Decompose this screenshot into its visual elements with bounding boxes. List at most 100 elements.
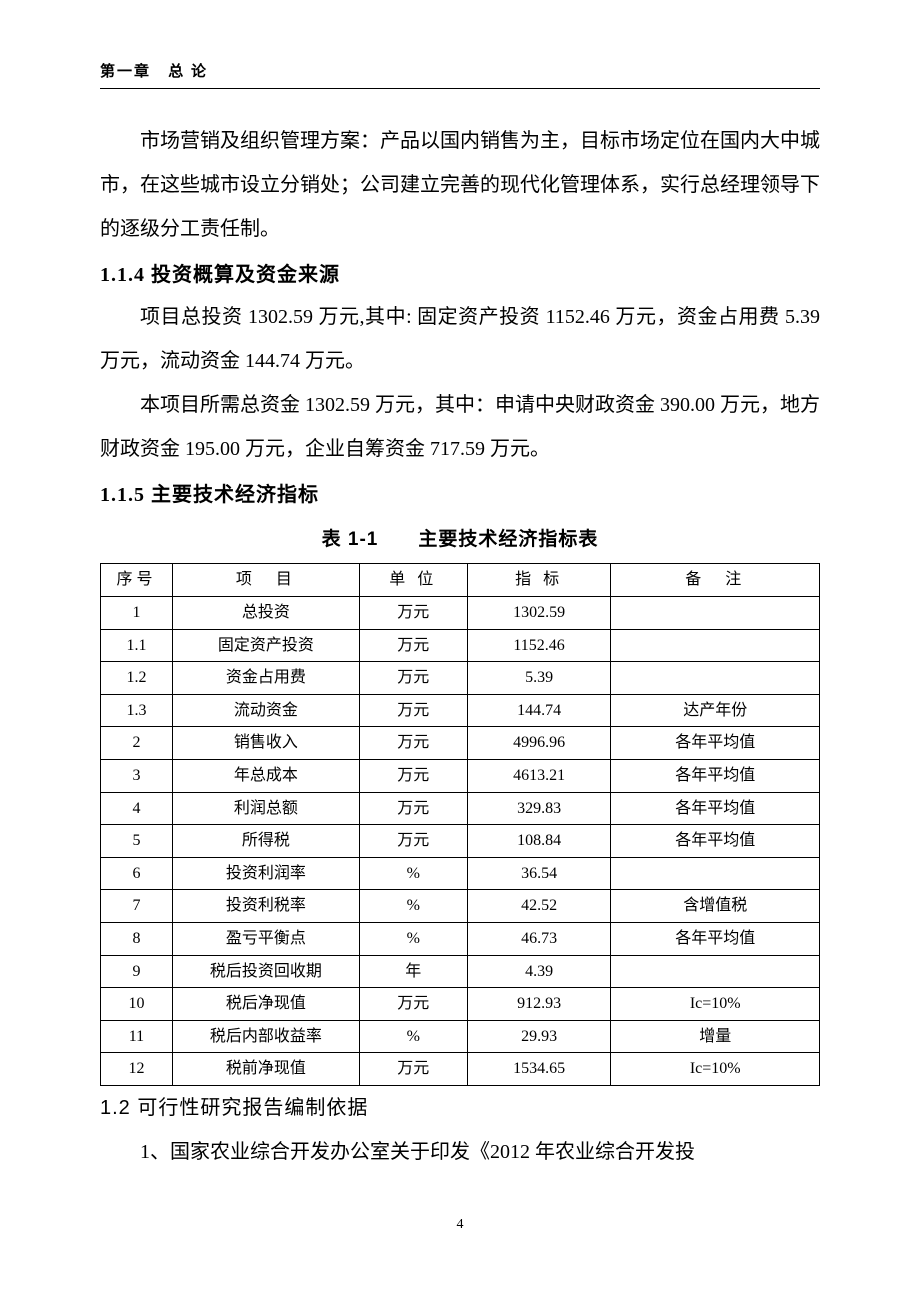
table-row: 6投资利润率%36.54: [101, 857, 820, 890]
table-cell: 1.2: [101, 662, 173, 695]
table-cell: 6: [101, 857, 173, 890]
table-cell: 29.93: [467, 1020, 611, 1053]
table-row: 4利润总额万元329.83各年平均值: [101, 792, 820, 825]
col-note: 备 注: [611, 564, 820, 597]
table-cell: 固定资产投资: [172, 629, 359, 662]
table-cell: 万元: [359, 662, 467, 695]
table-cell: 12: [101, 1053, 173, 1086]
table-cell: 36.54: [467, 857, 611, 890]
page-header: 第一章 总 论: [100, 60, 820, 89]
table-cell: 万元: [359, 988, 467, 1021]
table-cell: 4: [101, 792, 173, 825]
table-cell: 含增值税: [611, 890, 820, 923]
table-cell: 各年平均值: [611, 792, 820, 825]
table-body: 1总投资万元1302.591.1固定资产投资万元1152.461.2资金占用费万…: [101, 596, 820, 1085]
heading-1-2: 1.2 可行性研究报告编制依据: [100, 1092, 820, 1124]
table-cell: 329.83: [467, 792, 611, 825]
chapter-title: 总 论: [168, 64, 208, 80]
table-cell: 利润总额: [172, 792, 359, 825]
table-row: 5所得税万元108.84各年平均值: [101, 825, 820, 858]
table-cell: %: [359, 1020, 467, 1053]
paragraph-marketing: 市场营销及组织管理方案：产品以国内销售为主，目标市场定位在国内大中城市，在这些城…: [100, 119, 820, 251]
chapter-label: 第一章: [100, 64, 151, 80]
table-row: 1.1固定资产投资万元1152.46: [101, 629, 820, 662]
table-cell: 达产年份: [611, 694, 820, 727]
table-cell: [611, 596, 820, 629]
table-cell: 税后净现值: [172, 988, 359, 1021]
table-cell: 4996.96: [467, 727, 611, 760]
table-cell: 流动资金: [172, 694, 359, 727]
page-number: 4: [100, 1214, 820, 1236]
table-cell: 3: [101, 759, 173, 792]
table-cell: 8: [101, 922, 173, 955]
table-cell: 万元: [359, 727, 467, 760]
table-cell: [611, 857, 820, 890]
table-cell: 11: [101, 1020, 173, 1053]
table-cell: 42.52: [467, 890, 611, 923]
table-row: 8盈亏平衡点%46.73各年平均值: [101, 922, 820, 955]
table-cell: 税后内部收益率: [172, 1020, 359, 1053]
table-cell: 1302.59: [467, 596, 611, 629]
table-cell: 1152.46: [467, 629, 611, 662]
table-cell: 各年平均值: [611, 727, 820, 760]
table-cell: 万元: [359, 1053, 467, 1086]
table-cell: 总投资: [172, 596, 359, 629]
table-cell: %: [359, 857, 467, 890]
table-cell: 税前净现值: [172, 1053, 359, 1086]
table-row: 12税前净现值万元1534.65Ic=10%: [101, 1053, 820, 1086]
table-cell: 5: [101, 825, 173, 858]
table-cell: 万元: [359, 792, 467, 825]
col-unit: 单 位: [359, 564, 467, 597]
table-cell: [611, 662, 820, 695]
table-cell: 销售收入: [172, 727, 359, 760]
table-cell: 增量: [611, 1020, 820, 1053]
table-cell: 10: [101, 988, 173, 1021]
table-cell: 144.74: [467, 694, 611, 727]
table-cell: 投资利税率: [172, 890, 359, 923]
table-cell: %: [359, 922, 467, 955]
table-row: 7投资利税率%42.52含增值税: [101, 890, 820, 923]
table-cell: 万元: [359, 596, 467, 629]
table-cell: 年: [359, 955, 467, 988]
table-cell: 4.39: [467, 955, 611, 988]
table-cell: 万元: [359, 629, 467, 662]
table-cell: 1: [101, 596, 173, 629]
table-cell: 所得税: [172, 825, 359, 858]
table-cell: 万元: [359, 759, 467, 792]
table-cell: Ic=10%: [611, 1053, 820, 1086]
table-cell: 万元: [359, 825, 467, 858]
table-row: 9税后投资回收期年4.39: [101, 955, 820, 988]
table-cell: [611, 629, 820, 662]
indicators-table: 序号 项 目 单 位 指 标 备 注 1总投资万元1302.591.1固定资产投…: [100, 563, 820, 1086]
paragraph-basis-1: 1、国家农业综合开发办公室关于印发《2012 年农业综合开发投: [100, 1130, 820, 1174]
table-cell: 912.93: [467, 988, 611, 1021]
table-cell: 1.1: [101, 629, 173, 662]
paragraph-funding: 本项目所需总资金 1302.59 万元，其中：申请中央财政资金 390.00 万…: [100, 383, 820, 471]
table-row: 1.2资金占用费万元5.39: [101, 662, 820, 695]
table-cell: 1534.65: [467, 1053, 611, 1086]
table-cell: 盈亏平衡点: [172, 922, 359, 955]
table-row: 11税后内部收益率%29.93增量: [101, 1020, 820, 1053]
table-cell: 各年平均值: [611, 759, 820, 792]
table-title: 表 1-1 主要技术经济指标表: [100, 525, 820, 555]
table-cell: [611, 955, 820, 988]
col-item: 项 目: [172, 564, 359, 597]
table-cell: 7: [101, 890, 173, 923]
table-cell: 46.73: [467, 922, 611, 955]
table-cell: 各年平均值: [611, 825, 820, 858]
col-seq: 序号: [101, 564, 173, 597]
table-cell: 4613.21: [467, 759, 611, 792]
table-row: 1.3流动资金万元144.74达产年份: [101, 694, 820, 727]
table-header-row: 序号 项 目 单 位 指 标 备 注: [101, 564, 820, 597]
table-row: 2销售收入万元4996.96各年平均值: [101, 727, 820, 760]
table-cell: 2: [101, 727, 173, 760]
heading-1-1-5: 1.1.5 主要技术经济指标: [100, 479, 820, 511]
col-val: 指 标: [467, 564, 611, 597]
table-cell: 投资利润率: [172, 857, 359, 890]
table-row: 3年总成本万元4613.21各年平均值: [101, 759, 820, 792]
table-cell: 5.39: [467, 662, 611, 695]
table-cell: 1.3: [101, 694, 173, 727]
table-cell: Ic=10%: [611, 988, 820, 1021]
table-cell: 万元: [359, 694, 467, 727]
table-cell: %: [359, 890, 467, 923]
